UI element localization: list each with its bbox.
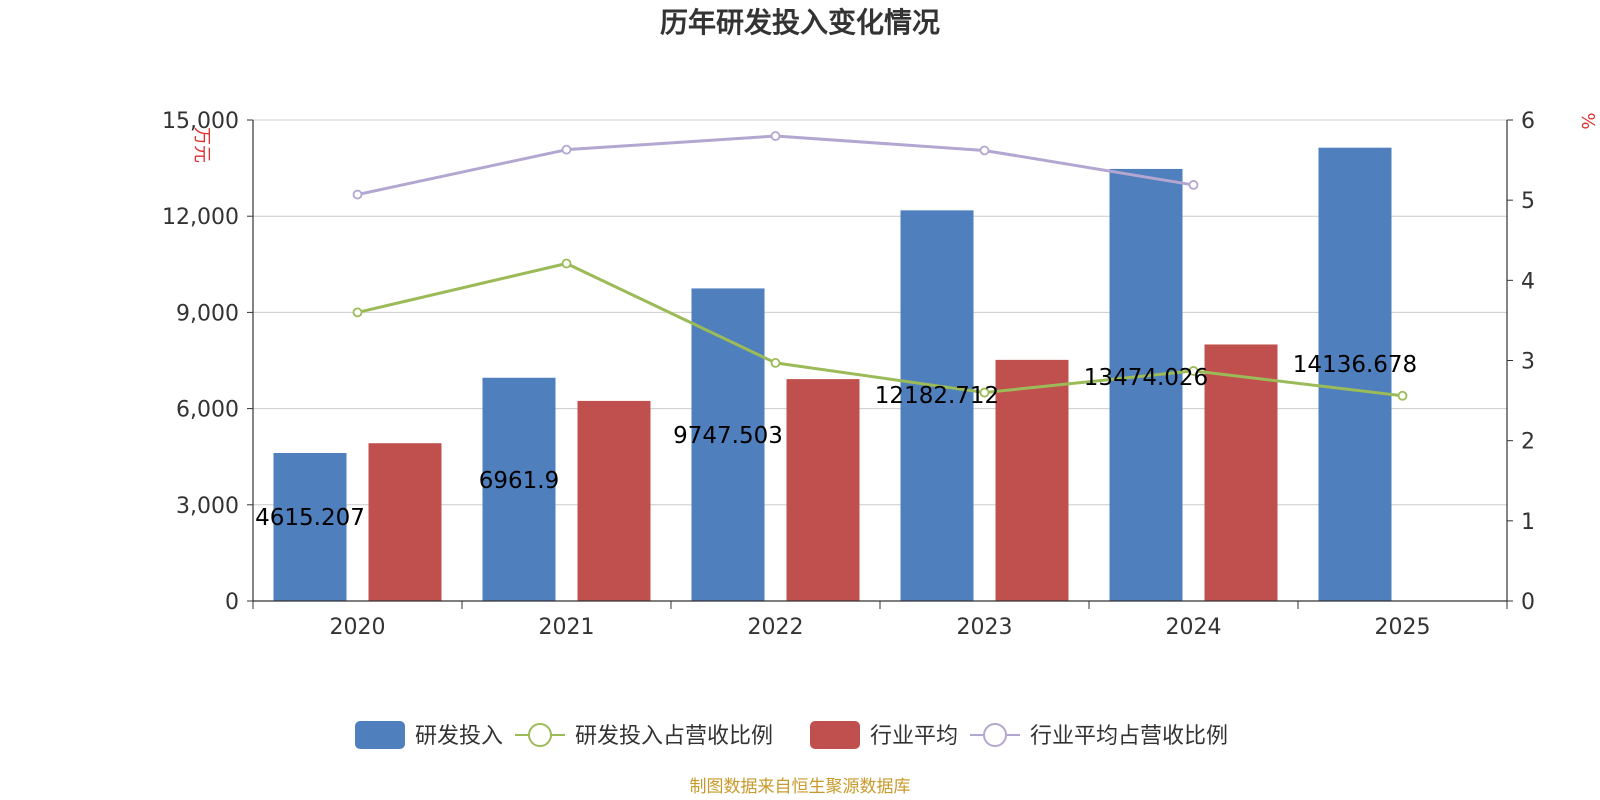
bar-研发投入 bbox=[482, 377, 556, 601]
left-axis-tick-label: 9,000 bbox=[176, 301, 239, 326]
x-axis-tick-label: 2021 bbox=[539, 615, 595, 640]
grid-lines bbox=[253, 119, 1507, 506]
bar-data-label: 12182.712 bbox=[875, 383, 999, 409]
bar-行业平均 bbox=[577, 400, 651, 601]
legend-label: 行业平均 bbox=[870, 724, 958, 749]
line-point-行业平均占营收比例 bbox=[770, 131, 781, 141]
right-axis-tick-label: 6 bbox=[1521, 109, 1535, 134]
line-point-行业平均占营收比例 bbox=[1188, 180, 1199, 190]
bar-行业平均 bbox=[1204, 344, 1278, 601]
line-point-研发投入占营收比例 bbox=[1397, 390, 1408, 401]
line-point-研发投入占营收比例 bbox=[352, 307, 363, 318]
bar-研发投入 bbox=[273, 453, 347, 601]
bar-data-label: 9747.503 bbox=[673, 423, 783, 449]
bar-行业平均 bbox=[995, 359, 1069, 601]
bar-data-label: 14136.678 bbox=[1293, 352, 1417, 378]
left-axis-tick-label: 12,000 bbox=[162, 205, 239, 230]
data-labels: 4615.207 6961.9 9747.503 12182.712 13474.026… bbox=[255, 352, 1417, 531]
right-axis-unit: % bbox=[1577, 112, 1598, 129]
bar-行业平均 bbox=[368, 443, 442, 601]
bar-data-label: 4615.207 bbox=[255, 505, 365, 531]
legend-swatch-行业平均 bbox=[810, 721, 860, 749]
legend-label: 研发投入占营收比例 bbox=[575, 724, 773, 749]
line-marks bbox=[352, 131, 1408, 401]
x-axis-tick-label: 2022 bbox=[748, 615, 804, 640]
legend-label: 研发投入 bbox=[415, 724, 503, 749]
x-axis-tick-label: 2024 bbox=[1166, 615, 1222, 640]
bar-data-label: 13474.026 bbox=[1084, 365, 1208, 391]
bar-行业平均 bbox=[786, 379, 860, 601]
left-axis-tick-label: 3,000 bbox=[176, 494, 239, 519]
line-point-研发投入占营收比例 bbox=[770, 358, 781, 368]
right-axis-tick-label: 0 bbox=[1521, 590, 1535, 615]
line-行业平均占营收比例 bbox=[357, 134, 1194, 197]
x-axis-tick-label: 2020 bbox=[330, 615, 386, 640]
right-axis-tick-label: 5 bbox=[1521, 189, 1535, 214]
legend-swatch-marker-行业平均占营收比例 bbox=[983, 723, 1007, 747]
right-axis-tick-label: 2 bbox=[1521, 430, 1535, 455]
bar-研发投入 bbox=[900, 210, 974, 601]
right-axis-tick-label: 4 bbox=[1521, 269, 1535, 294]
line-point-行业平均占营收比例 bbox=[561, 144, 572, 155]
line-point-研发投入占营收比例 bbox=[1188, 366, 1199, 376]
left-axis-tick-label: 6,000 bbox=[176, 398, 239, 423]
x-axis-tick-label: 2025 bbox=[1375, 615, 1431, 640]
left-axis-tick-label: 0 bbox=[225, 590, 239, 615]
bar-data-label: 6961.9 bbox=[479, 468, 559, 494]
bar-研发投入 bbox=[1318, 147, 1392, 602]
legend-swatch-研发投入 bbox=[355, 721, 405, 749]
x-axis-tick-label: 2023 bbox=[957, 615, 1013, 640]
chart-title: 历年研发投入变化情况 bbox=[660, 6, 940, 39]
legend: 研发投入 研发投入占营收比例 行业平均 行业平均占营收比例 bbox=[355, 721, 1228, 749]
right-axis-tick-label: 3 bbox=[1521, 350, 1535, 375]
axes: 0 3,000 6,000 9,000 12,000 15,000 0 1 2 3 4 5 6 2020 2… bbox=[162, 109, 1535, 640]
right-axis-tick-label: 1 bbox=[1521, 510, 1535, 535]
bar-研发投入 bbox=[1109, 168, 1183, 601]
data-source-note: 制图数据来自恒生聚源数据库 bbox=[690, 777, 911, 797]
bar-marks bbox=[273, 147, 1392, 602]
line-point-研发投入占营收比例 bbox=[561, 258, 572, 269]
line-point-研发投入占营收比例 bbox=[979, 387, 990, 398]
line-point-行业平均占营收比例 bbox=[352, 189, 363, 200]
left-axis-tick-label: 15,000 bbox=[162, 109, 239, 134]
legend-swatch-marker-研发投入占营收比例 bbox=[528, 723, 552, 747]
legend-label: 行业平均占营收比例 bbox=[1030, 724, 1228, 749]
line-研发投入占营收比例 bbox=[357, 261, 1403, 398]
left-axis-unit: 万元 bbox=[191, 127, 212, 163]
line-point-行业平均占营收比例 bbox=[979, 145, 990, 156]
